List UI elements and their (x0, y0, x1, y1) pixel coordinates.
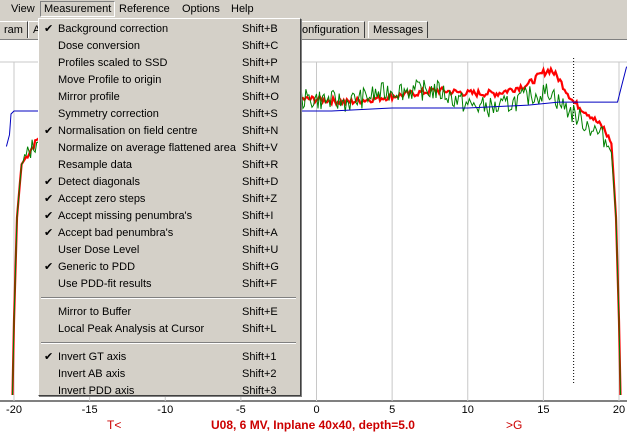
check-icon: ✔ (44, 23, 54, 35)
menu-item[interactable]: ✔ Accept missing penumbra's Shift+I (39, 208, 300, 225)
menu-item-shortcut: Shift+R (242, 159, 279, 171)
menu-item-shortcut: Shift+S (242, 108, 278, 120)
menu-item[interactable]: Use PDD-fit results Shift+F (39, 276, 300, 293)
menu-options[interactable]: Options (182, 3, 220, 15)
menu-item-shortcut: Shift+1 (242, 351, 277, 363)
tab-diagram[interactable]: ram (0, 21, 28, 38)
x-tick-label: 5 (389, 404, 395, 416)
x-tick-label: 20 (613, 404, 625, 416)
menu-item-label: Mirror profile (58, 91, 120, 103)
menu-item-shortcut: Shift+V (242, 142, 278, 154)
menu-separator (41, 297, 296, 299)
x-tick-label: 10 (462, 404, 474, 416)
menu-item[interactable]: Dose conversion Shift+C (39, 38, 300, 55)
menu-item[interactable]: Normalize on average flattened area Shift… (39, 140, 300, 157)
menu-item-label: Normalize on average flattened area (58, 142, 236, 154)
menu-reference[interactable]: Reference (119, 3, 170, 15)
menu-item-shortcut: Shift+F (242, 278, 278, 290)
menu-item[interactable]: Local Peak Analysis at Cursor Shift+L (39, 321, 300, 338)
menu-item-label: Accept missing penumbra's (58, 210, 193, 222)
right-direction-label: >G (506, 418, 522, 432)
menu-item-label: Normalisation on field centre (58, 125, 198, 137)
menu-bar: View Measurement Reference Options Help (0, 0, 627, 19)
menu-item-shortcut: Shift+I (242, 210, 274, 222)
menu-item-label: Symmetry correction (58, 108, 159, 120)
menu-item-shortcut: Shift+A (242, 227, 278, 239)
menu-item-shortcut: Shift+N (242, 125, 279, 137)
menu-item[interactable]: ✔ Accept bad penumbra's Shift+A (39, 225, 300, 242)
menu-item[interactable]: ✔ Normalisation on field centre Shift+N (39, 123, 300, 140)
x-tick-label: -10 (157, 404, 173, 416)
menu-item-shortcut: Shift+P (242, 57, 278, 69)
measurement-menu: ✔ Background correction Shift+B Dose conver… (38, 18, 301, 397)
menu-item-label: Accept zero steps (58, 193, 146, 205)
menu-item[interactable]: ✔ Detect diagonals Shift+D (39, 174, 300, 191)
menu-item[interactable]: Symmetry correction Shift+S (39, 106, 300, 123)
menu-item-shortcut: Shift+G (242, 261, 279, 273)
menu-item[interactable]: Mirror to Buffer Shift+E (39, 304, 300, 321)
x-tick-label: 0 (313, 404, 319, 416)
x-tick-label: 15 (537, 404, 549, 416)
x-tick-label: -15 (82, 404, 98, 416)
menu-item-shortcut: Shift+D (242, 176, 279, 188)
tab-configuration[interactable]: onfiguration (298, 21, 365, 38)
menu-item-label: Background correction (58, 23, 169, 35)
menu-item-shortcut: Shift+2 (242, 368, 277, 380)
menu-item-label: Use PDD-fit results (58, 278, 152, 290)
check-icon: ✔ (44, 193, 54, 205)
menu-item-shortcut: Shift+C (242, 40, 279, 52)
menu-item-label: Dose conversion (58, 40, 140, 52)
menu-item[interactable]: ✔ Accept zero steps Shift+Z (39, 191, 300, 208)
menu-item-label: Invert GT axis (58, 351, 127, 363)
menu-item[interactable]: Mirror profile Shift+O (39, 89, 300, 106)
menu-item[interactable]: Invert AB axis Shift+2 (39, 366, 300, 383)
x-tick-label: -20 (6, 404, 22, 416)
menu-item[interactable]: User Dose Level Shift+U (39, 242, 300, 259)
menu-item-label: Move Profile to origin (58, 74, 162, 86)
menu-item-label: Detect diagonals (58, 176, 140, 188)
menu-item[interactable]: Invert PDD axis Shift+3 (39, 383, 300, 400)
menu-item[interactable]: Resample data Shift+R (39, 157, 300, 174)
menu-item-label: Profiles scaled to SSD (58, 57, 168, 69)
menu-item[interactable]: ✔ Background correction Shift+B (39, 21, 300, 38)
menu-item-label: Resample data (58, 159, 132, 171)
x-tick-label: -5 (236, 404, 246, 416)
menu-help[interactable]: Help (231, 3, 254, 15)
menu-item-shortcut: Shift+3 (242, 385, 277, 397)
chart-title: U08, 6 MV, Inplane 40x40, depth=5.0 (211, 418, 415, 432)
left-direction-label: T< (107, 418, 121, 432)
menu-item-label: Accept bad penumbra's (58, 227, 174, 239)
menu-item[interactable]: Profiles scaled to SSD Shift+P (39, 55, 300, 72)
menu-item-shortcut: Shift+B (242, 23, 278, 35)
check-icon: ✔ (44, 176, 54, 188)
menu-item-label: Mirror to Buffer (58, 306, 132, 318)
check-icon: ✔ (44, 351, 54, 363)
menu-separator (41, 342, 296, 344)
check-icon: ✔ (44, 125, 54, 137)
series-blue (5, 66, 627, 147)
check-icon: ✔ (44, 261, 54, 273)
check-icon: ✔ (44, 227, 54, 239)
menu-item-label: User Dose Level (58, 244, 140, 256)
menu-item-shortcut: Shift+O (242, 91, 279, 103)
menu-item[interactable]: Move Profile to origin Shift+M (39, 72, 300, 89)
menu-item-shortcut: Shift+Z (242, 193, 278, 205)
check-icon: ✔ (44, 210, 54, 222)
menu-view[interactable]: View (11, 3, 35, 15)
menu-item-label: Invert AB axis (58, 368, 126, 380)
menu-item-shortcut: Shift+M (242, 74, 280, 86)
menu-item[interactable]: ✔ Invert GT axis Shift+1 (39, 349, 300, 366)
menu-item-shortcut: Shift+E (242, 306, 278, 318)
menu-item-label: Generic to PDD (58, 261, 136, 273)
menu-item-shortcut: Shift+L (242, 323, 277, 335)
menu-item-label: Invert PDD axis (58, 385, 135, 397)
menu-item-shortcut: Shift+U (242, 244, 279, 256)
menu-measurement[interactable]: Measurement (40, 1, 116, 17)
menu-item[interactable]: ✔ Generic to PDD Shift+G (39, 259, 300, 276)
menu-item-label: Local Peak Analysis at Cursor (58, 323, 205, 335)
tab-messages[interactable]: Messages (368, 21, 429, 38)
